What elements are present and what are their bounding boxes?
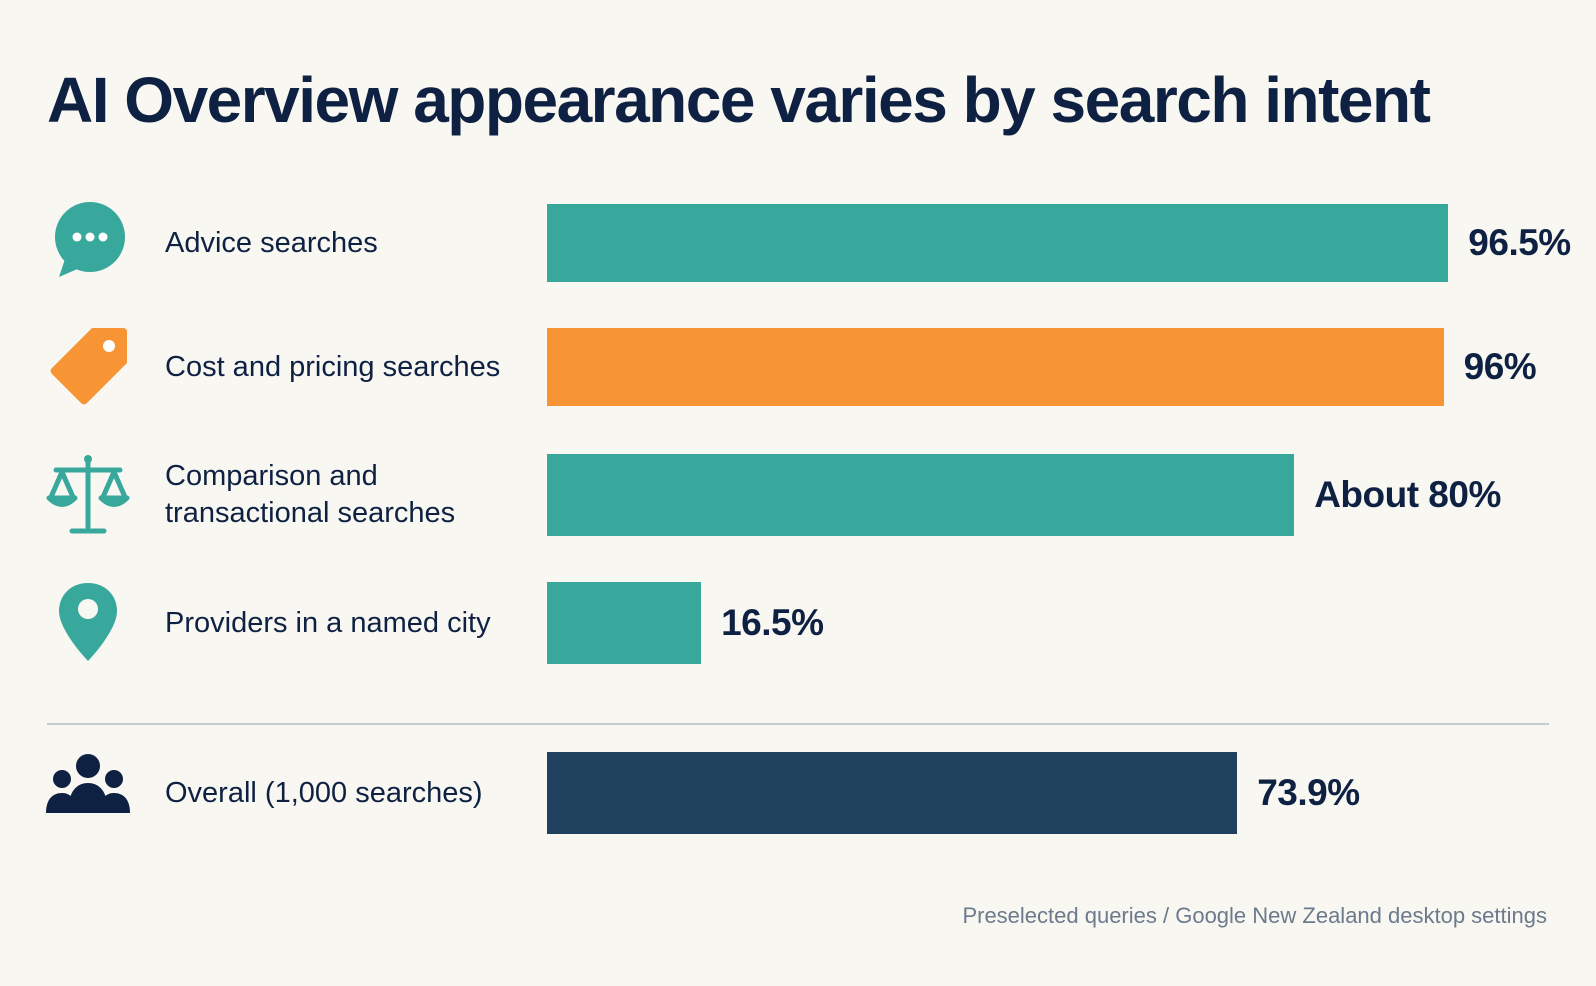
people-group-icon bbox=[46, 751, 130, 835]
bar-label-line: Providers in a named city bbox=[165, 606, 491, 639]
value-label: About 80% bbox=[1314, 474, 1501, 515]
bar bbox=[547, 328, 1444, 406]
balance-scale-icon bbox=[46, 453, 130, 537]
value-label: 16.5% bbox=[721, 602, 824, 643]
chart-title: AI Overview appearance varies by search … bbox=[47, 64, 1431, 136]
bar-label: Cost and pricing searches bbox=[165, 349, 500, 386]
bar-label: Providers in a named city bbox=[165, 605, 491, 642]
price-tag-icon bbox=[46, 325, 130, 409]
bar-label-line: transactional searches bbox=[165, 497, 456, 529]
bar-label: Overall (1,000 searches) bbox=[165, 775, 483, 812]
value-label: 96% bbox=[1463, 346, 1537, 387]
footnote: Preselected queries / Google New Zealand… bbox=[962, 903, 1547, 928]
bar-label: Advice searches bbox=[165, 225, 378, 262]
bar bbox=[547, 752, 1238, 834]
bar-label-line: Advice searches bbox=[165, 226, 378, 259]
bar bbox=[547, 454, 1295, 536]
bar bbox=[547, 582, 702, 664]
bar bbox=[547, 204, 1449, 282]
bar-label: Comparison and transactional searches bbox=[165, 458, 455, 532]
location-pin-icon bbox=[46, 581, 130, 665]
section-divider bbox=[47, 723, 1549, 725]
value-label: 73.9% bbox=[1257, 772, 1360, 813]
bar-label-line: Overall (1,000 searches) bbox=[165, 776, 483, 809]
bar-label-line: Comparison and bbox=[165, 460, 378, 492]
bar-label-line: Cost and pricing searches bbox=[165, 350, 501, 383]
speech-bubble-icon bbox=[46, 201, 130, 285]
value-label: 96.5% bbox=[1468, 222, 1571, 263]
